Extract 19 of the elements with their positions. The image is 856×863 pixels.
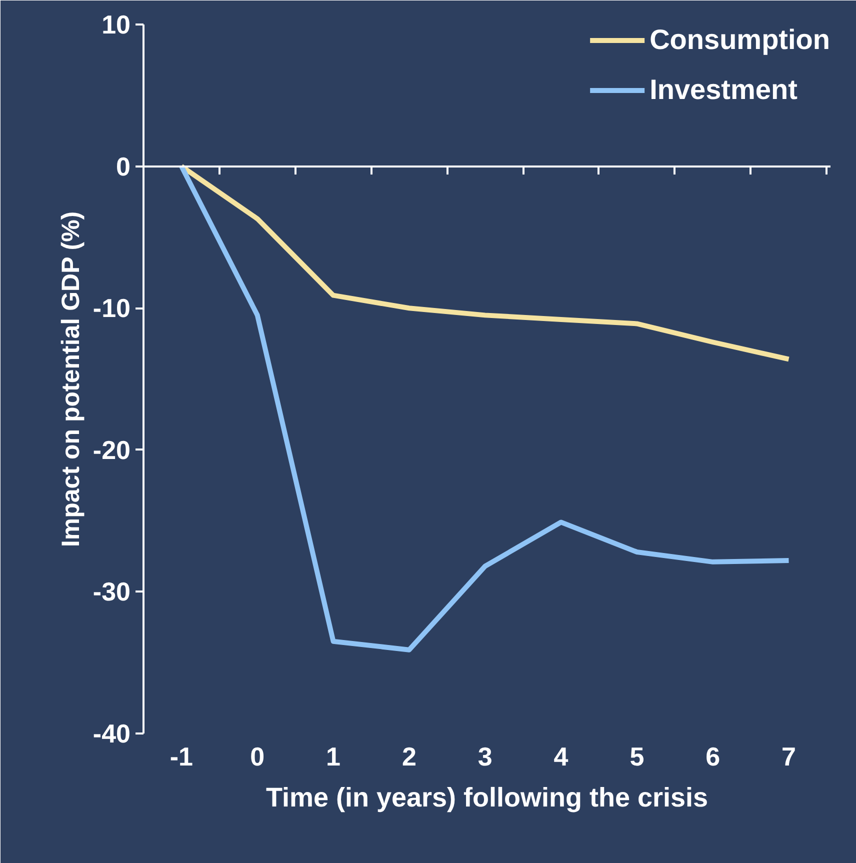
x-tick-label: 1 bbox=[326, 742, 341, 772]
x-tick-label: 3 bbox=[478, 742, 492, 772]
y-tick-label: -40 bbox=[92, 718, 130, 748]
y-tick-label: -30 bbox=[92, 576, 130, 607]
y-tick-label: 0 bbox=[116, 151, 131, 182]
y-tick-label: -10 bbox=[92, 293, 130, 324]
legend-label: Investment bbox=[650, 74, 798, 106]
x-tick-label: 6 bbox=[706, 742, 720, 772]
x-tick-label: 7 bbox=[782, 742, 796, 772]
x-tick-label: 4 bbox=[554, 742, 569, 772]
x-tick-label: 5 bbox=[630, 742, 644, 772]
y-tick-label: 10 bbox=[102, 10, 130, 40]
y-axis-title: Impact on potential GDP (%) bbox=[56, 211, 85, 548]
x-tick-label: 2 bbox=[402, 742, 416, 772]
legend-label: Consumption bbox=[650, 24, 830, 56]
x-tick-label: -1 bbox=[170, 742, 194, 772]
x-tick-label: 0 bbox=[250, 742, 265, 772]
y-tick-label: -20 bbox=[92, 434, 130, 465]
x-axis-title: Time (in years) following the crisis bbox=[266, 782, 708, 812]
